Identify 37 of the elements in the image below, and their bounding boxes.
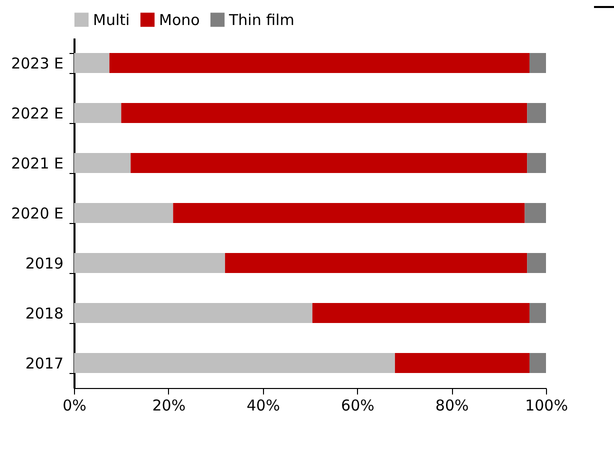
y-tick-label: 2020 E [11,204,64,222]
legend-label: Multi [93,10,130,29]
bar [109,53,530,73]
x-tick-label: 20% [152,396,186,414]
y-tick-label: 2018 [25,304,64,322]
bar [74,203,174,223]
bar [312,303,530,323]
x-tick-label: 60% [341,396,374,414]
x-tick-label: 40% [246,396,280,414]
y-tick-label: 2023 E [11,54,64,72]
bar [524,203,546,223]
bar [74,303,312,323]
bar [130,153,528,173]
bar [74,53,110,73]
bar [74,353,395,373]
bar [527,253,546,273]
bar [527,103,546,123]
bar [74,103,122,123]
bar [173,203,525,223]
x-tick-label: 80% [435,396,469,414]
legend-label: Thin film [228,10,294,29]
y-tick-label: 2019 [25,254,64,272]
y-tick-label: 2021 E [11,154,64,172]
y-tick-label: 2022 E [11,104,64,122]
legend-label: Mono [159,10,200,29]
bar [225,253,528,273]
bar [74,153,131,173]
x-tick-label: 100% [525,396,568,414]
bar [74,253,226,273]
bar [529,303,546,323]
y-tick-label: 2017 [25,354,64,372]
bar [394,353,530,373]
bar [529,353,546,373]
bar [527,153,546,173]
bar [121,103,528,123]
bar [529,53,546,73]
x-tick-label: 0% [62,396,86,414]
